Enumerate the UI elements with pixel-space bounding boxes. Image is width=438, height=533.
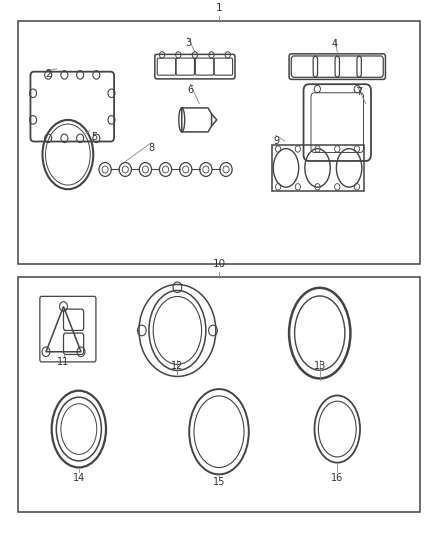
- Text: 8: 8: [148, 143, 154, 154]
- Text: 9: 9: [273, 136, 279, 146]
- Text: 2: 2: [45, 69, 51, 79]
- Text: 15: 15: [213, 477, 225, 487]
- Text: 14: 14: [73, 473, 85, 483]
- Text: 7: 7: [356, 87, 362, 97]
- Text: 6: 6: [187, 85, 194, 95]
- Text: 12: 12: [171, 361, 184, 371]
- Text: 4: 4: [332, 39, 338, 49]
- Text: 16: 16: [331, 473, 343, 483]
- Text: 5: 5: [91, 132, 97, 142]
- Text: 13: 13: [314, 361, 326, 371]
- Bar: [18, 21, 420, 264]
- Text: 10: 10: [212, 259, 226, 269]
- Text: 11: 11: [57, 357, 70, 367]
- Text: 1: 1: [215, 3, 223, 13]
- Text: 3: 3: [185, 38, 191, 48]
- Bar: [272, 145, 364, 190]
- Bar: [18, 277, 420, 512]
